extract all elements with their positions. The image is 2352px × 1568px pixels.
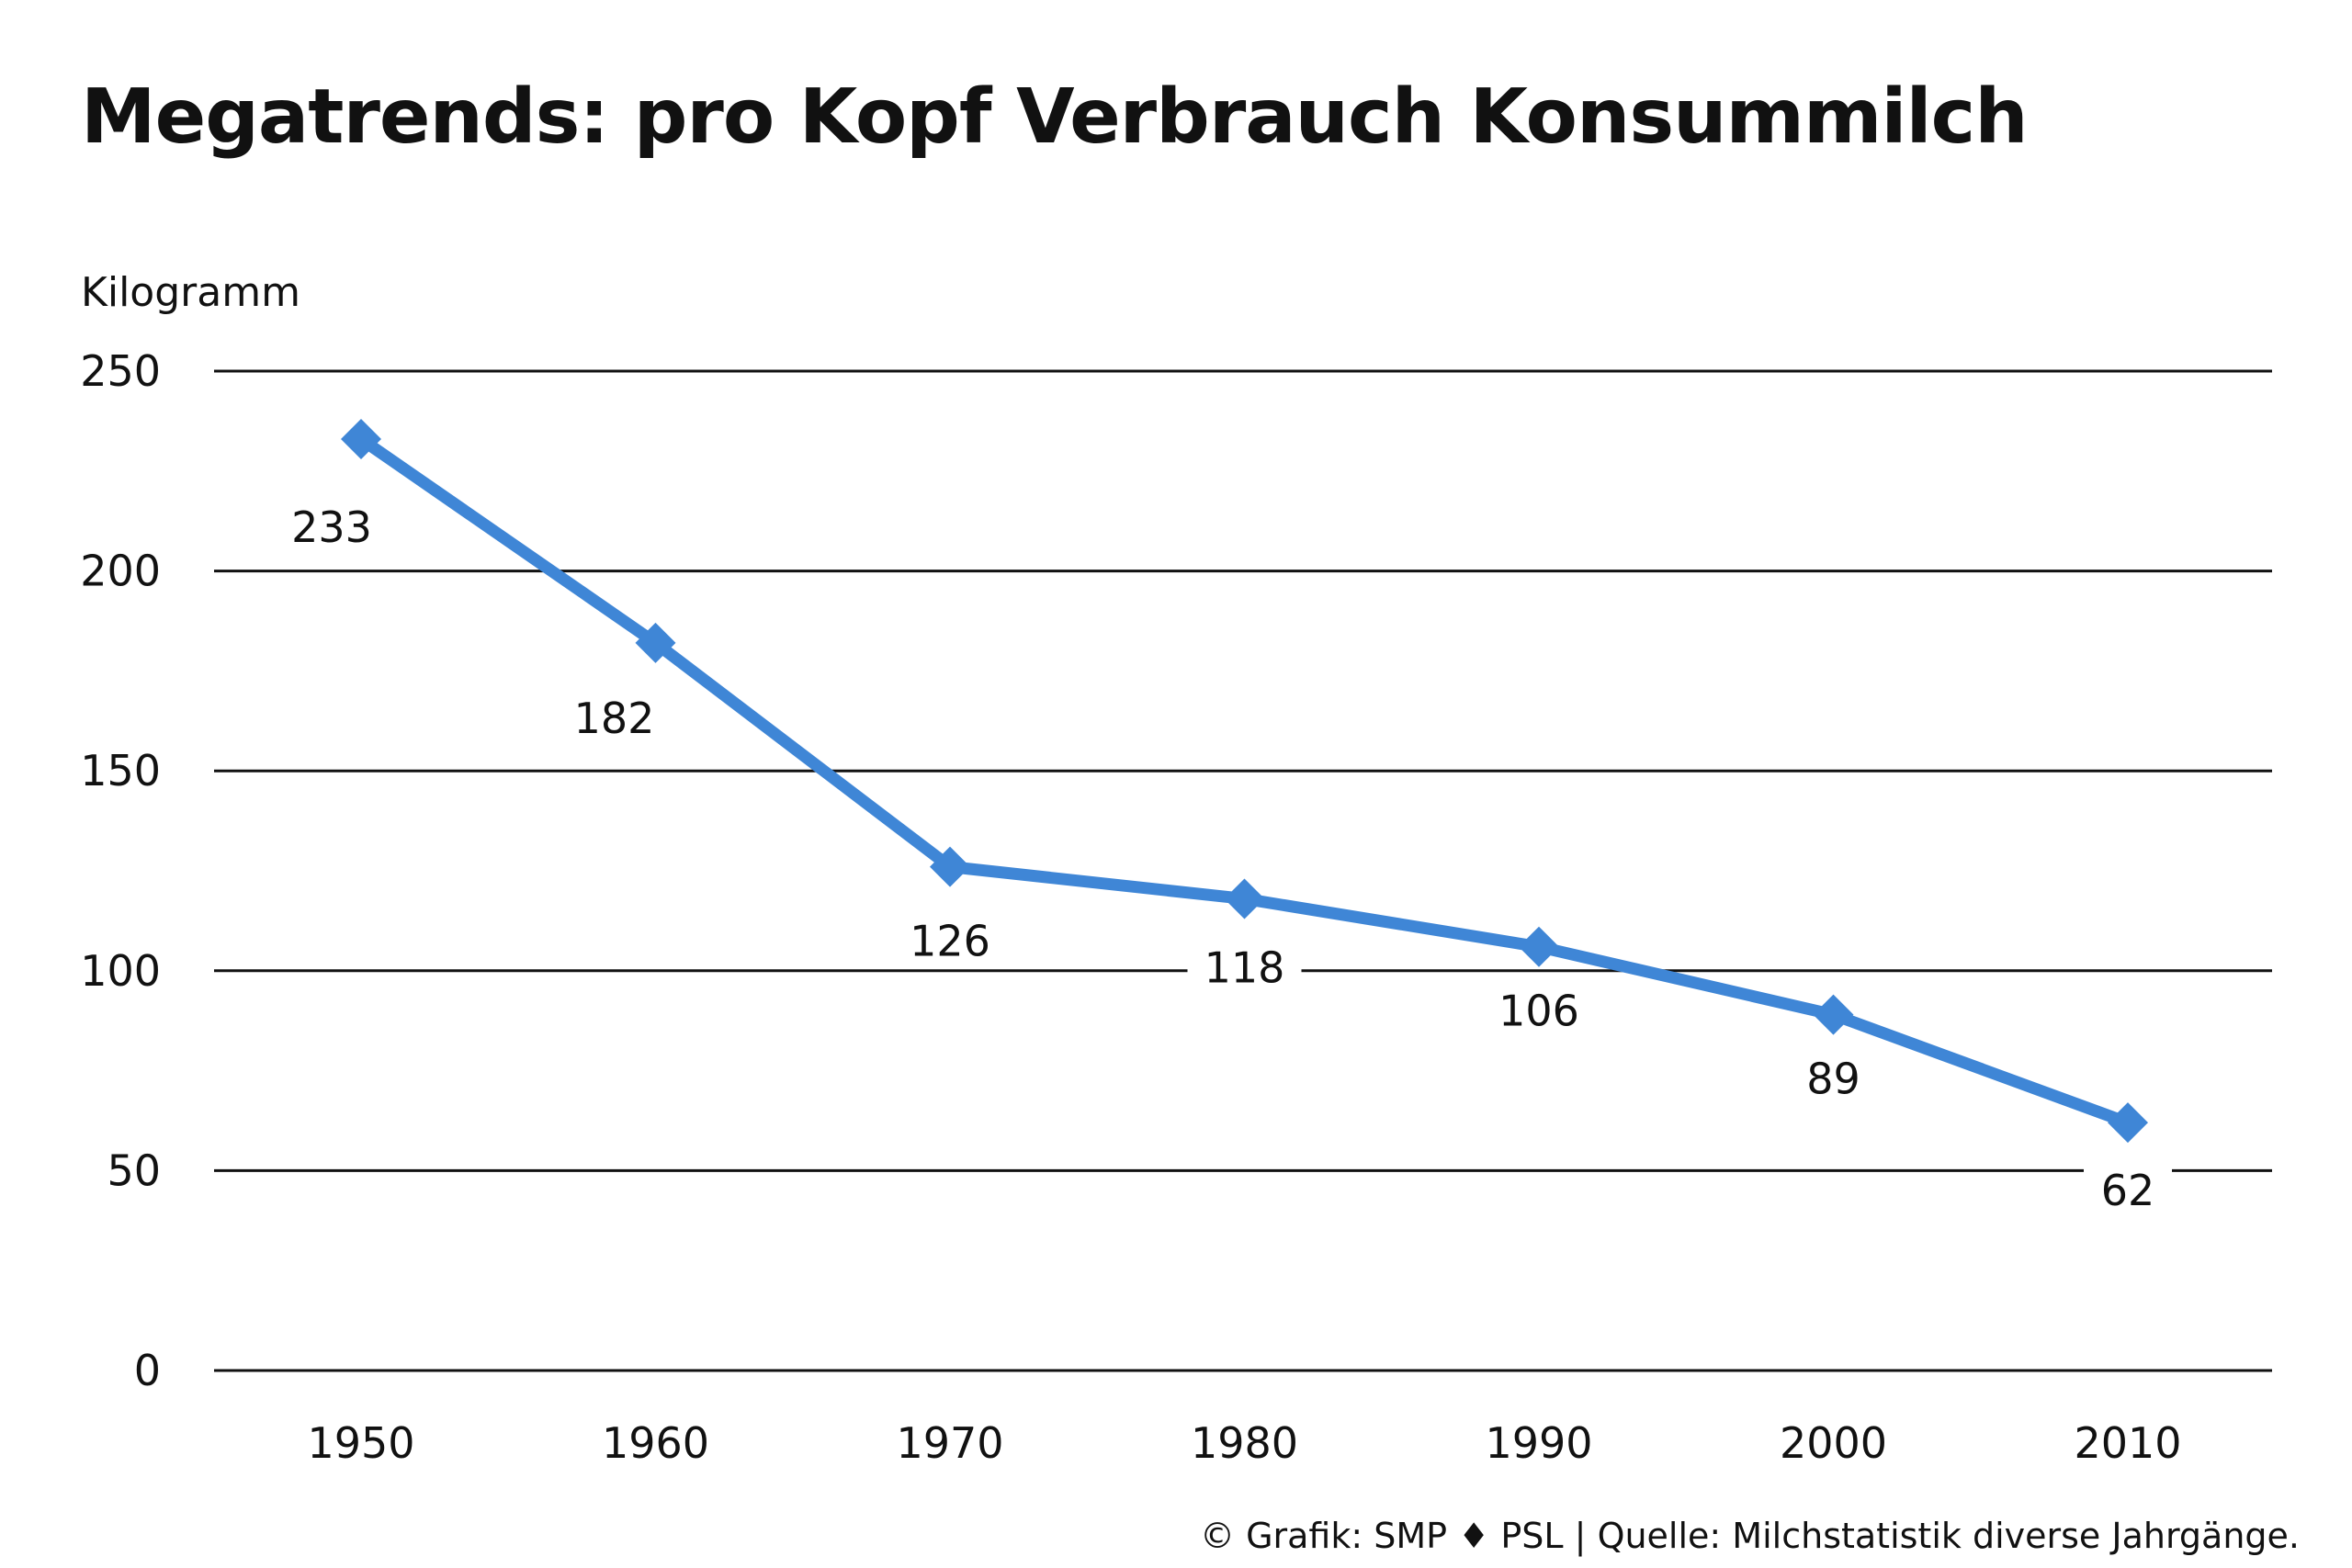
y-tick-label: 0 [134,1346,161,1395]
footer-org: PSL [1500,1516,1564,1556]
x-axis-ticks: 1950 1960 1970 1980 1990 2000 2010 [307,1418,2181,1468]
x-tick-label: 1960 [602,1418,709,1468]
data-point [635,622,676,663]
gridlines [214,369,2272,1372]
data-label-background [1789,1056,1878,1105]
data-point [1519,926,1559,967]
data-label: 106 [1498,987,1579,1036]
data-label: 233 [291,502,372,552]
y-tick-label: 250 [80,346,161,396]
x-tick-label: 1990 [1485,1418,1592,1468]
data-label: 89 [1806,1055,1860,1104]
y-tick-label: 200 [80,547,161,596]
source-footer: © Grafik: SMP ♦ PSL | Quelle: Milchstati… [1200,1516,2300,1556]
x-tick-label: 1980 [1191,1418,1298,1468]
y-tick-label: 100 [80,946,161,996]
y-axis-label: Kilogramm [81,269,300,316]
data-label-background [2084,1168,2172,1217]
x-tick-label: 2010 [2074,1418,2181,1468]
footer-source: Quelle: Milchstatistik diverse Jahrgänge… [1597,1516,2300,1556]
data-label-background [1187,945,1302,994]
x-tick-label: 1950 [307,1418,414,1468]
y-tick-label: 150 [80,746,161,795]
data-label-background [557,695,672,744]
x-tick-label: 2000 [1780,1418,1887,1468]
data-label-backgrounds [275,504,2172,1217]
data-label-background [275,504,389,553]
data-point [1813,994,1854,1035]
y-axis-ticks: 0 50 100 150 200 250 [80,346,161,1395]
data-label: 182 [574,694,655,743]
data-point [341,418,381,459]
x-tick-label: 1970 [896,1418,1003,1468]
series-line-group [355,433,2134,1129]
data-label: 126 [910,917,990,966]
y-tick-label: 50 [107,1145,161,1195]
data-label: 118 [1204,942,1285,992]
data-label-background [1482,988,1596,1037]
series-line [355,433,2134,1129]
footer-divider: | [1574,1516,1587,1556]
data-label: 62 [2101,1166,2155,1215]
diamond-icon: ♦ [1458,1516,1490,1556]
data-point [930,846,970,887]
data-labels: 233 182 126 118 106 89 62 [291,502,2154,1215]
chart-title: Megatrends: pro Kopf Verbrauch Konsummil… [81,73,2029,161]
data-label-background [893,919,1007,967]
data-points [341,418,2148,1144]
data-point [1224,878,1265,919]
footer-credit: © Grafik: SMP [1199,1516,1448,1556]
data-point [2108,1102,2148,1144]
